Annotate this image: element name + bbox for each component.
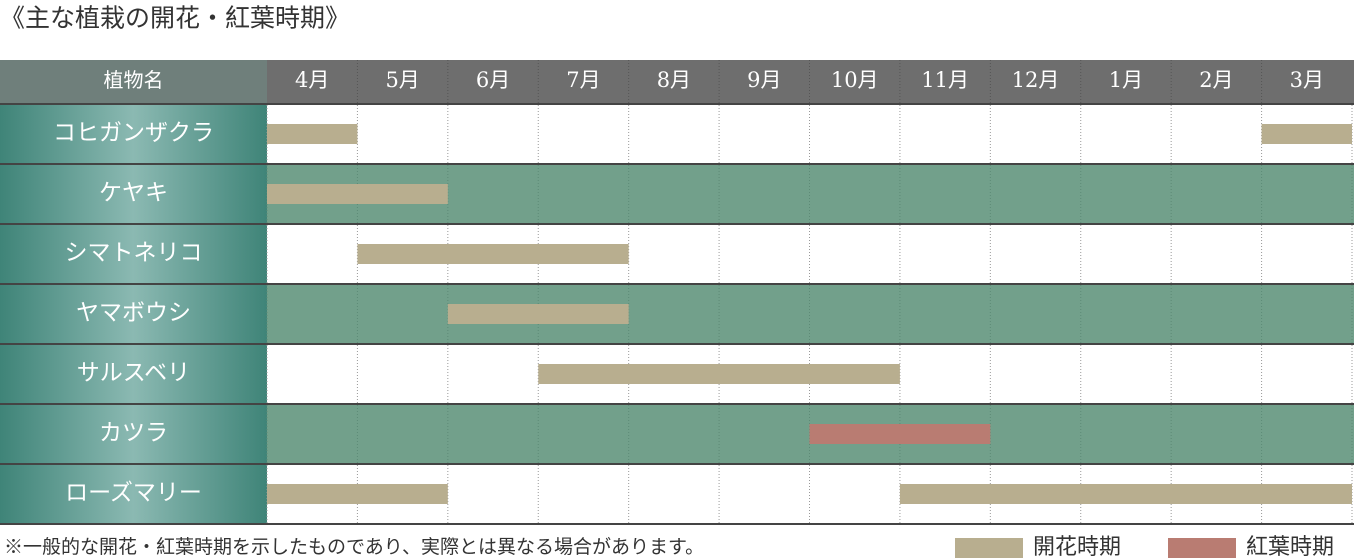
header-label: 植物名 — [104, 68, 164, 92]
name-cell — [0, 405, 267, 463]
plant-name: コヒガンザクラ — [53, 120, 214, 146]
legend-swatch — [1168, 538, 1236, 558]
row-separator — [0, 223, 1354, 225]
legend-label: 開花時期 — [1033, 535, 1121, 560]
period-bar — [357, 244, 629, 264]
header-label-bg — [0, 60, 267, 103]
plant-name: ヤマボウシ — [76, 300, 191, 326]
plant-name: シマトネリコ — [65, 240, 203, 266]
plant-name: ローズマリー — [65, 480, 202, 506]
month-label: 5月 — [385, 68, 419, 92]
row-separator — [0, 103, 1354, 105]
period-bar — [267, 124, 358, 144]
period-bar — [809, 424, 991, 444]
month-label: 8月 — [657, 68, 691, 92]
row-separator — [0, 163, 1354, 165]
name-cell — [0, 345, 267, 403]
note: ※一般的な開花・紅葉時期を示したものであり、実際とは異なる場合があります。 — [4, 536, 704, 558]
period-bar — [267, 484, 448, 504]
name-cell — [0, 465, 267, 523]
name-cell — [0, 225, 267, 283]
legend-label: 紅葉時期 — [1246, 535, 1334, 560]
month-label: 6月 — [476, 68, 510, 92]
month-label: 7月 — [566, 68, 600, 92]
month-label: 9月 — [747, 68, 781, 92]
row-separator — [0, 403, 1354, 405]
period-bar — [267, 184, 448, 204]
month-label: 4月 — [295, 68, 329, 92]
plant-name: サルスベリ — [77, 360, 190, 386]
name-cell — [0, 285, 267, 343]
period-bar — [1261, 124, 1352, 144]
month-label: 1月 — [1109, 68, 1143, 92]
month-label: 11月 — [921, 68, 969, 92]
month-label: 12月 — [1012, 68, 1060, 92]
plant-name: カツラ — [99, 420, 168, 446]
period-bar — [899, 484, 1352, 504]
row-bg — [267, 105, 1354, 163]
period-bar — [538, 364, 900, 384]
name-cell — [0, 165, 267, 223]
row-separator — [0, 343, 1354, 345]
row-separator — [0, 523, 1354, 525]
period-bar — [447, 304, 629, 324]
month-label: 2月 — [1199, 68, 1233, 92]
legend-swatch — [955, 538, 1023, 558]
title: 《主な植栽の開花・紅葉時期》 — [0, 4, 350, 33]
plant-name: ケヤキ — [99, 180, 168, 206]
month-label: 10月 — [831, 68, 879, 92]
row-separator — [0, 283, 1354, 285]
name-cell — [0, 105, 267, 163]
row-separator — [0, 463, 1354, 465]
month-label: 3月 — [1290, 68, 1324, 92]
row-bg — [267, 285, 1354, 343]
